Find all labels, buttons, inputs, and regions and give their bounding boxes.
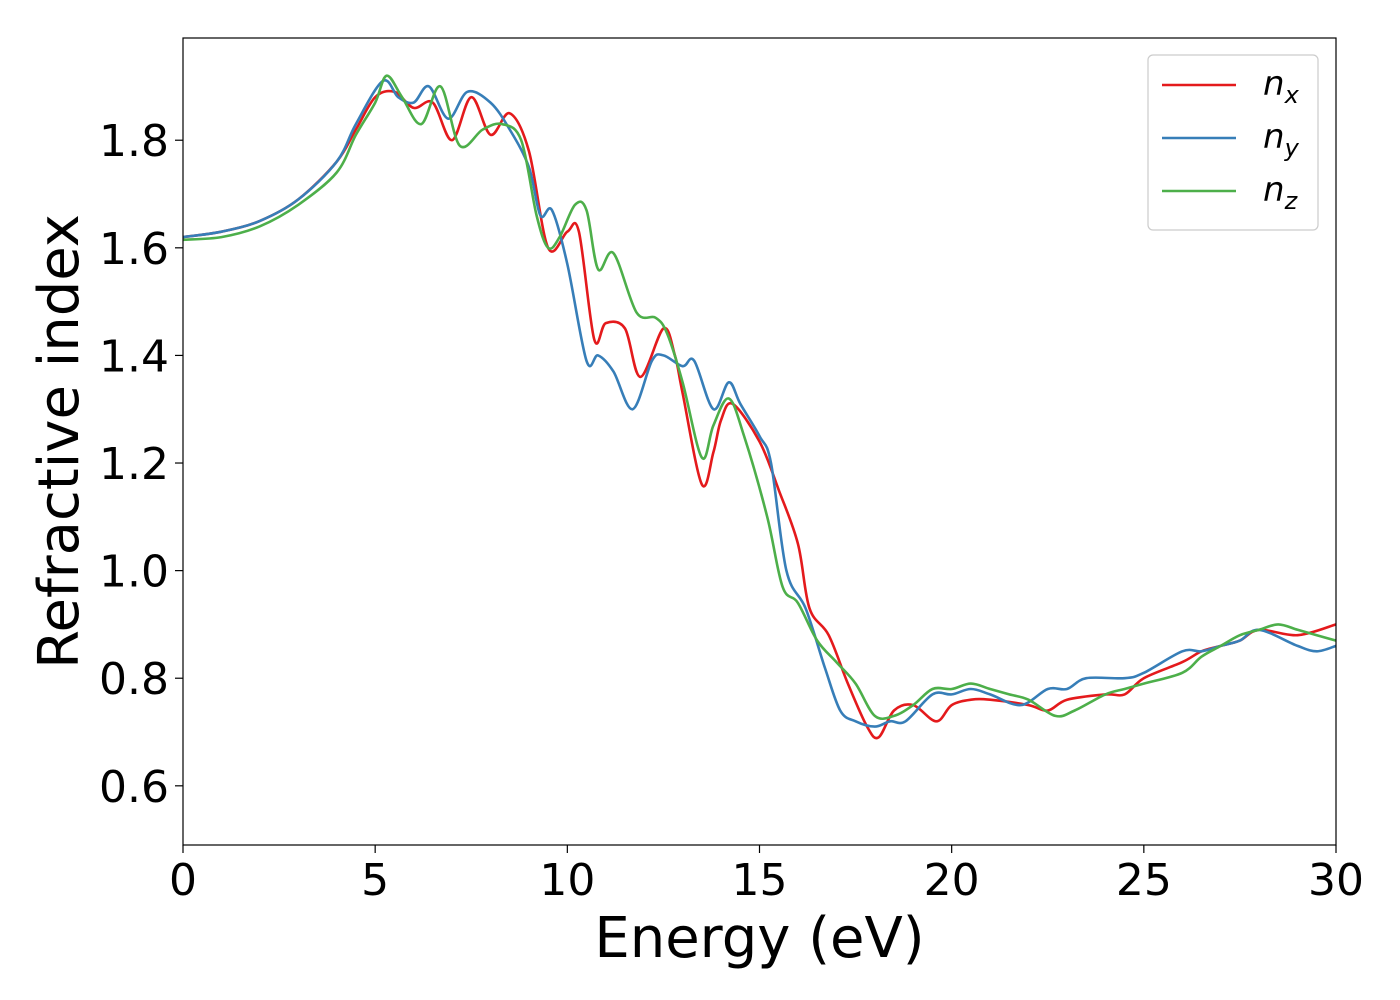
x-axis-ticks: 0 5 10 15 20 25 30 [169,845,1364,906]
y-tick-label: 1.0 [99,547,169,598]
legend-label-nz: nz [1263,170,1299,215]
legend: nx ny nz [1147,54,1319,231]
y-axis-title: Refractive index [27,214,92,669]
x-tick-label: 25 [1116,855,1172,906]
series-line-nz [183,74,1336,721]
y-tick-label: 1.2 [99,439,169,490]
series-line-nx [183,89,1336,740]
y-tick-label: 0.6 [99,762,169,813]
legend-box [1147,54,1319,231]
legend-label-ny: ny [1263,117,1300,162]
y-tick-label: 1.6 [99,224,169,275]
x-tick-label: 10 [539,855,595,906]
series-line-ny [183,78,1336,728]
y-tick-label: 1.8 [99,116,169,167]
plot-lines [183,74,1336,740]
x-tick-label: 0 [169,855,197,906]
y-tick-label: 1.4 [99,331,169,382]
x-axis-title: Energy (eV) [594,906,924,971]
x-tick-label: 20 [924,855,980,906]
x-tick-label: 15 [732,855,788,906]
x-tick-label: 30 [1308,855,1364,906]
x-tick-label: 5 [361,855,389,906]
y-tick-label: 0.8 [99,654,169,705]
legend-label-nx: nx [1263,64,1300,109]
y-axis-ticks: 0.6 0.8 1.0 1.2 1.4 1.6 1.8 [99,116,183,813]
